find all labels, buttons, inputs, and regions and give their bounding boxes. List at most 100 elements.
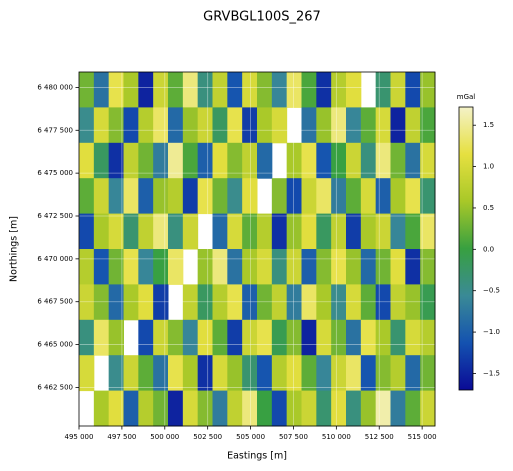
- heatmap-cell: [405, 355, 421, 392]
- heatmap-cell: [405, 107, 421, 144]
- heatmap-cell: [93, 72, 110, 108]
- heatmap-cell: [331, 178, 347, 215]
- heatmap-cell: [168, 72, 184, 108]
- x-tick-label: 510 000: [322, 433, 351, 441]
- heatmap-cell: [405, 319, 421, 356]
- heatmap-cell: [271, 249, 288, 285]
- heatmap-cell: [93, 142, 110, 179]
- heatmap-cell: [420, 284, 436, 321]
- heatmap-cell: [93, 249, 110, 285]
- heatmap-cell: [420, 107, 436, 144]
- heatmap-cell: [286, 178, 302, 215]
- heatmap-cell: [138, 284, 154, 321]
- heatmap-cell: [153, 249, 169, 285]
- heatmap-cell: [346, 319, 362, 356]
- heatmap-cell: [390, 72, 406, 108]
- heatmap-cell: [212, 142, 228, 179]
- heatmap-cell: [375, 213, 391, 250]
- heatmap-cell: [346, 390, 362, 427]
- heatmap-cell: [212, 72, 228, 108]
- heatmap-cell: [138, 72, 154, 108]
- heatmap-cell: [138, 142, 154, 179]
- heatmap-cell: [346, 249, 362, 285]
- heatmap-cell: [227, 390, 243, 427]
- heatmap-cell: [123, 142, 139, 179]
- heatmap-cell: [79, 319, 95, 356]
- heatmap-cell: [153, 390, 169, 427]
- heatmap-cell: [316, 72, 332, 108]
- heatmap-cell: [182, 355, 199, 392]
- heatmap-cell: [79, 284, 95, 321]
- heatmap-cell: [390, 319, 406, 356]
- heatmap-cell: [153, 178, 169, 215]
- heatmap-cell: [346, 284, 362, 321]
- heatmap-cell: [153, 284, 169, 321]
- heatmap-cell: [242, 107, 258, 144]
- heatmap-cell: [242, 390, 258, 427]
- heatmap-cell: [286, 249, 302, 285]
- heatmap-cell: [227, 355, 243, 392]
- heatmap-cell: [79, 107, 95, 144]
- heatmap-cell: [316, 107, 332, 144]
- heatmap-cell: [301, 213, 317, 250]
- x-tick-label: 502 500: [193, 433, 222, 441]
- plot-frame: [78, 71, 436, 427]
- x-tick-label: 505 000: [236, 433, 265, 441]
- heatmap-cell: [316, 284, 332, 321]
- heatmap-cell: [153, 213, 169, 250]
- heatmap-cell: [360, 284, 377, 321]
- y-tick-label: 6 477 500: [37, 126, 73, 134]
- heatmap-cell: [153, 319, 169, 356]
- heatmap-cell: [316, 319, 332, 356]
- heatmap-cell: [257, 355, 273, 392]
- heatmap-cell: [331, 107, 347, 144]
- heatmap-cell: [138, 249, 154, 285]
- colorbar-tick-label: 0.5: [483, 204, 494, 212]
- x-tick-label: 515 000: [408, 433, 437, 441]
- heatmap-cell: [168, 178, 184, 215]
- heatmap-cell: [331, 355, 347, 392]
- heatmap-cell: [360, 249, 377, 285]
- heatmap-cell: [138, 390, 154, 427]
- heatmap-cell: [346, 72, 362, 108]
- heatmap-cell: [286, 319, 302, 356]
- heatmap-cell: [316, 142, 332, 179]
- heatmap-cell: [271, 390, 288, 427]
- heatmap-cell: [360, 390, 377, 427]
- heatmap-cell: [79, 142, 95, 179]
- heatmap-cell: [257, 390, 273, 427]
- heatmap-cell: [375, 178, 391, 215]
- heatmap-cell: [182, 390, 199, 427]
- heatmap-cell: [242, 249, 258, 285]
- heatmap-cell: [227, 178, 243, 215]
- heatmap-cell: [286, 284, 302, 321]
- heatmap-cell: [108, 249, 124, 285]
- heatmap-cell: [108, 213, 124, 250]
- heatmap-cell: [316, 178, 332, 215]
- heatmap-cell: [316, 249, 332, 285]
- heatmap-cell: [360, 355, 377, 392]
- x-tick-label: 497 500: [107, 433, 136, 441]
- heatmap-cell: [197, 249, 213, 285]
- heatmap-cell: [108, 319, 124, 356]
- heatmap-cell: [93, 178, 110, 215]
- heatmap-cell: [108, 284, 124, 321]
- heatmap-cell: [331, 249, 347, 285]
- heatmap-cell: [331, 142, 347, 179]
- heatmap-cell: [153, 355, 169, 392]
- heatmap-cell: [375, 107, 391, 144]
- colorbar-tick-label: −1.5: [483, 369, 500, 377]
- heatmap-cell: [212, 178, 228, 215]
- heatmap-cell: [257, 319, 273, 356]
- heatmap-cell: [197, 142, 213, 179]
- colorbar-tick-label: 1.5: [483, 121, 494, 129]
- heatmap-cell: [301, 107, 317, 144]
- heatmap-cell: [360, 107, 377, 144]
- heatmap-cell: [271, 107, 288, 144]
- heatmap-cell: [286, 72, 302, 108]
- heatmap-cell: [420, 319, 436, 356]
- heatmap-cell: [242, 178, 258, 215]
- heatmap-cell: [168, 107, 184, 144]
- heatmap-cell: [182, 72, 199, 108]
- heatmap-cell: [182, 284, 199, 321]
